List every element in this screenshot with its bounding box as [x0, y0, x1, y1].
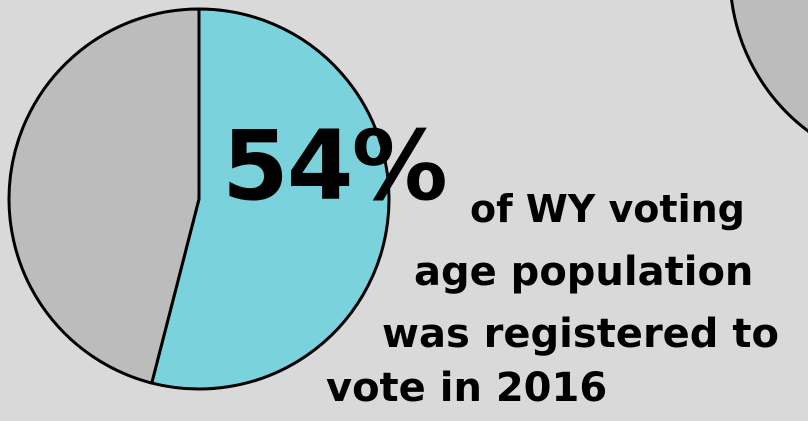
main-pie-slice-1	[150, 7, 391, 391]
partial-pie-slice-2	[730, 0, 808, 133]
caption-line-3: was registered to	[382, 311, 779, 357]
main-pie-chart	[7, 7, 391, 391]
caption-line-2: age population	[414, 249, 754, 295]
partial-pie-chart	[730, 0, 808, 133]
main-pie-slice-2	[7, 7, 201, 385]
caption-line-4: vote in 2016	[326, 365, 608, 411]
caption-line-1: of WY voting	[470, 187, 745, 231]
headline-percentage: 54%	[222, 110, 448, 222]
